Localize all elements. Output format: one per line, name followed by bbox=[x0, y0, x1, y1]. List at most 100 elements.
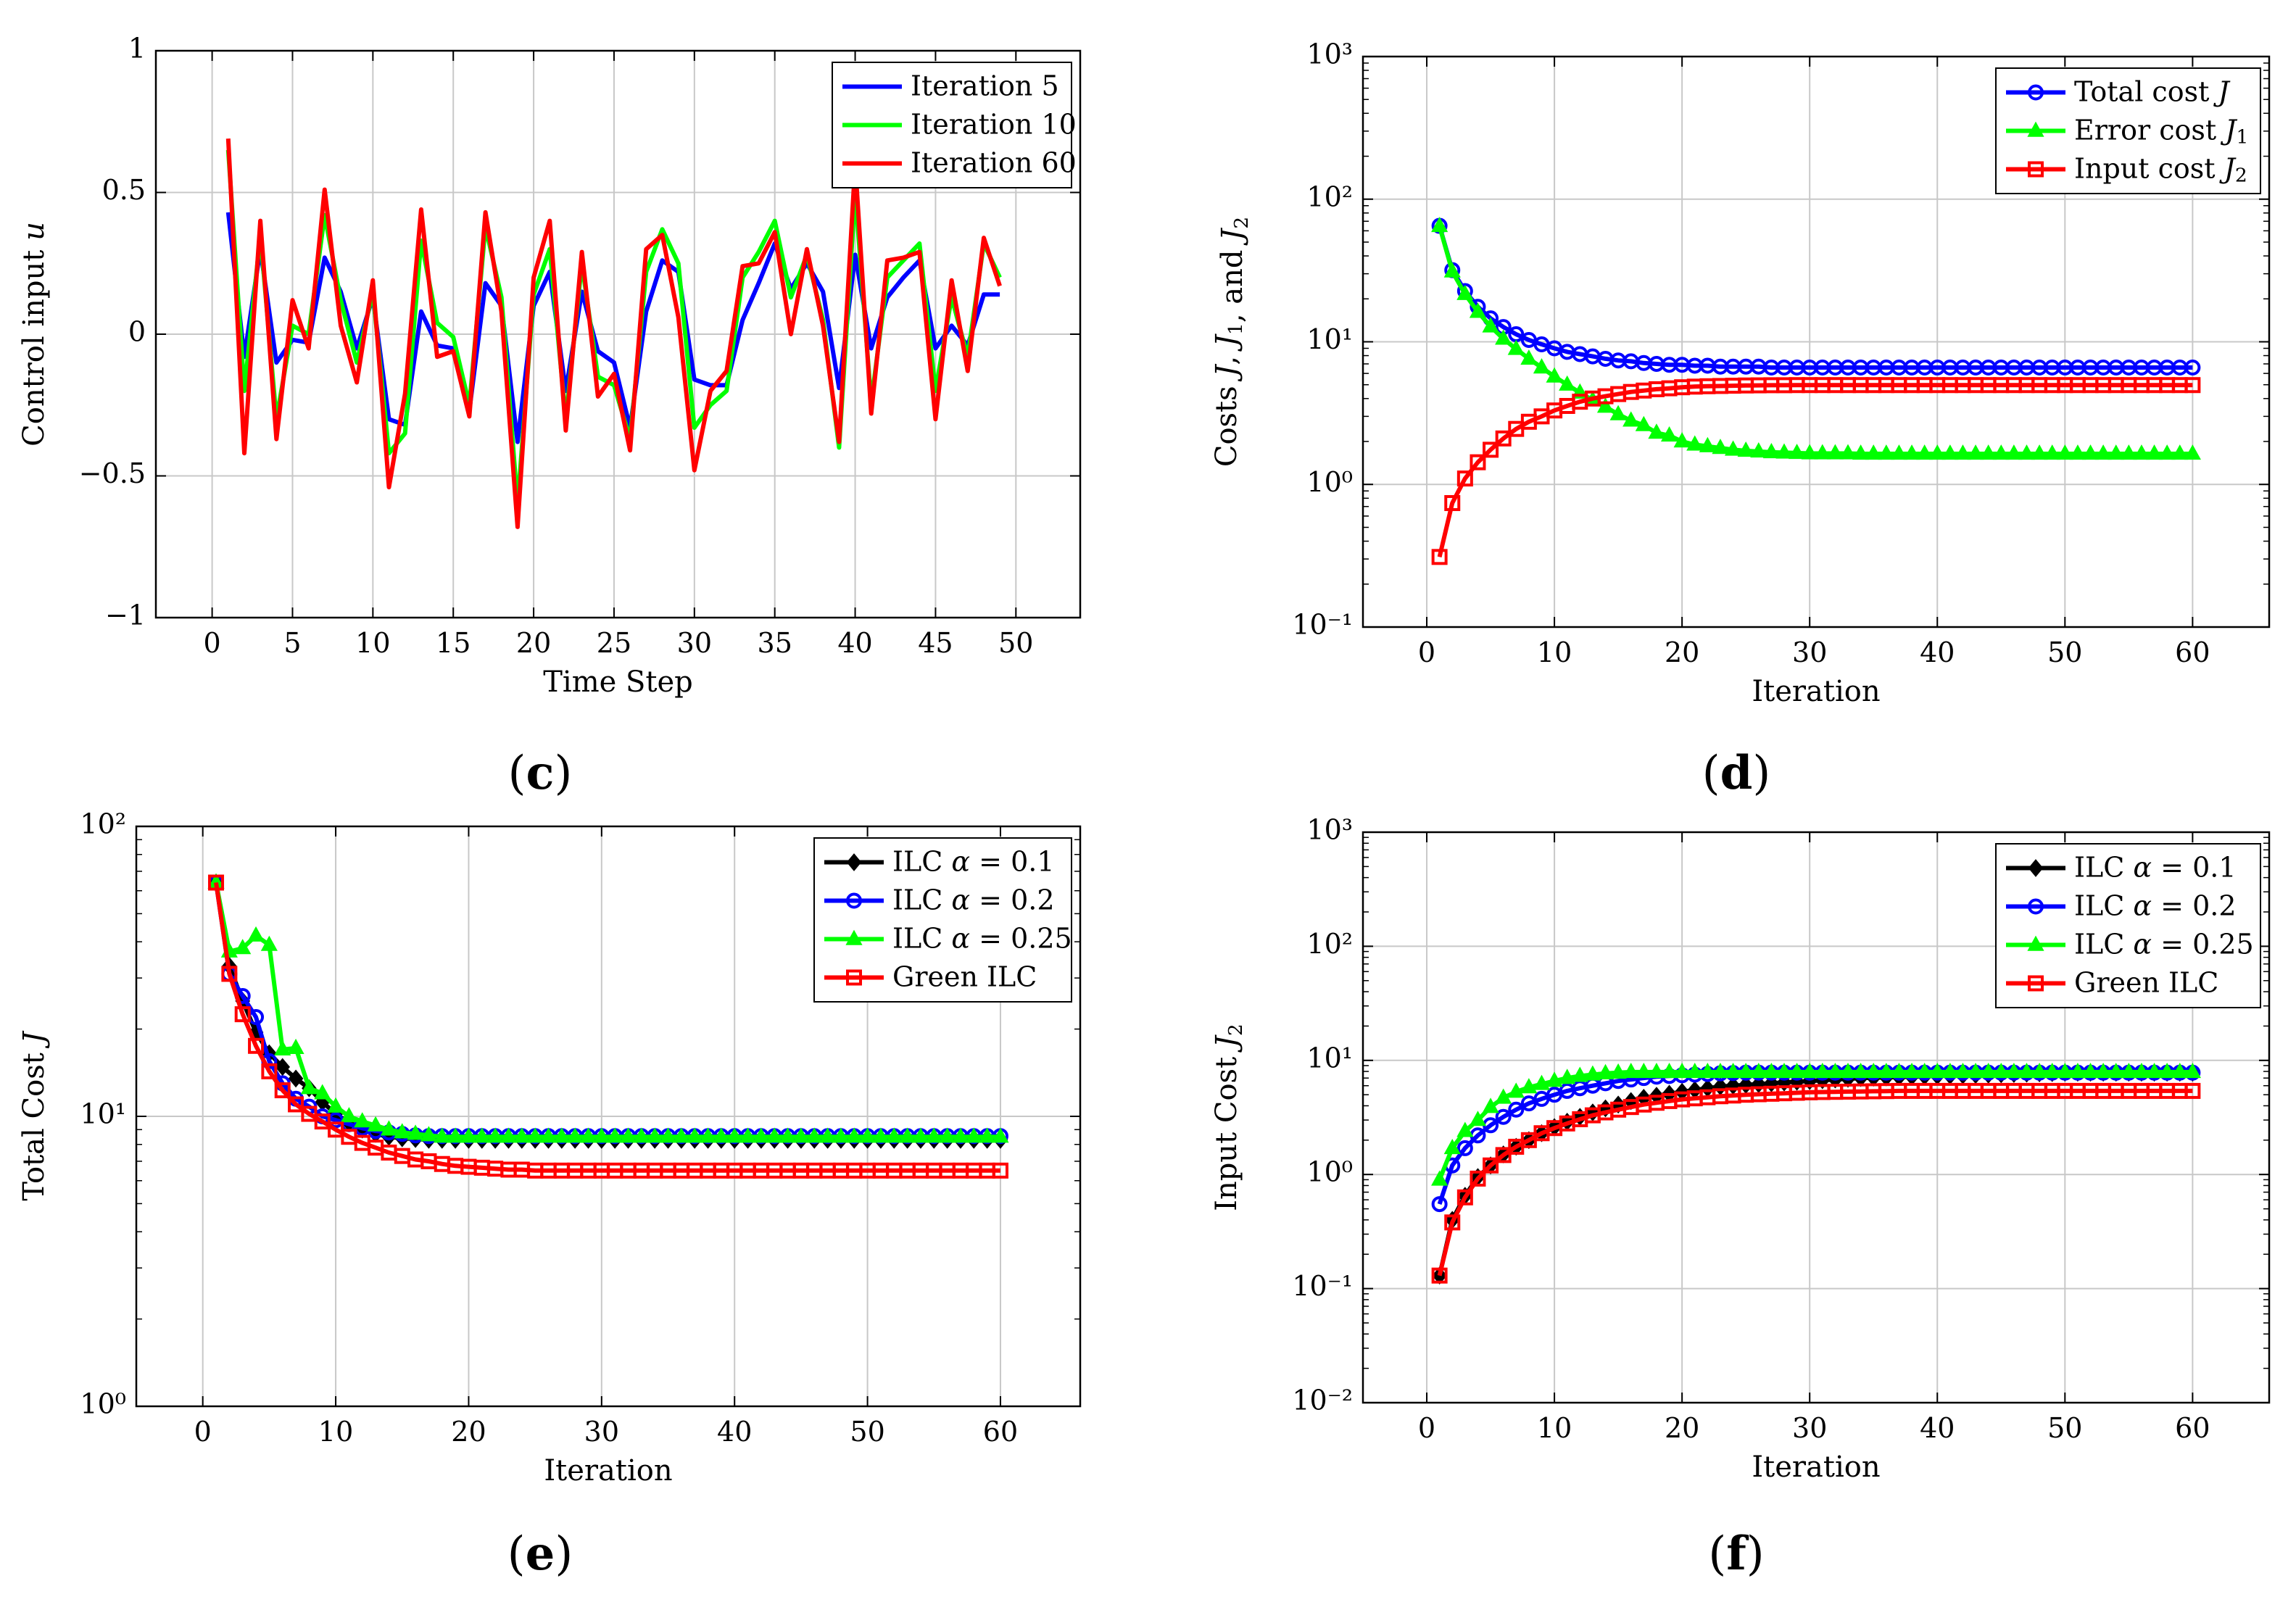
plot-frame bbox=[1362, 55, 2271, 628]
data-point bbox=[553, 1127, 571, 1143]
data-point bbox=[2184, 444, 2201, 460]
data-point bbox=[434, 1127, 451, 1143]
legend-label: ILC α = 0.1 bbox=[892, 845, 1055, 877]
data-point bbox=[380, 1120, 398, 1136]
series-line bbox=[225, 138, 1002, 529]
data-point bbox=[646, 1127, 663, 1143]
y-tick-label: −1 bbox=[105, 599, 146, 631]
x-tick-label: 60 bbox=[983, 1416, 1018, 1448]
data-point bbox=[420, 1126, 438, 1142]
data-point bbox=[872, 1127, 890, 1143]
series-line bbox=[1437, 1088, 2193, 1277]
data-point bbox=[805, 1127, 823, 1143]
data-point bbox=[1495, 430, 1512, 447]
data-point bbox=[500, 1127, 518, 1143]
data-point bbox=[1495, 1088, 1512, 1104]
data-point bbox=[2171, 1063, 2189, 1079]
x-tick-label: 30 bbox=[677, 627, 712, 659]
data-point bbox=[1470, 1170, 1486, 1187]
data-point bbox=[2027, 121, 2044, 137]
y-tick-label: 10¹ bbox=[1306, 1042, 1353, 1074]
data-point bbox=[1507, 339, 1525, 355]
y-tick-label: 10² bbox=[1306, 928, 1353, 960]
data-point bbox=[1508, 1101, 1525, 1118]
data-point bbox=[1762, 1063, 1780, 1079]
data-point bbox=[526, 1127, 544, 1143]
x-tick-label: 25 bbox=[597, 627, 631, 659]
data-point bbox=[1507, 1082, 1525, 1098]
data-point bbox=[1470, 454, 1486, 470]
data-point bbox=[1954, 444, 1972, 460]
data-point bbox=[1495, 1108, 1512, 1125]
data-point bbox=[1878, 1063, 1895, 1079]
data-point bbox=[1596, 397, 1615, 413]
data-point bbox=[846, 853, 862, 871]
y-tick-label: 10⁻¹ bbox=[1292, 609, 1353, 641]
y-tick-label: 1 bbox=[128, 33, 146, 65]
plot-frame bbox=[135, 825, 1082, 1408]
legend-label: Iteration 5 bbox=[911, 70, 1059, 101]
x-tick-label: 0 bbox=[204, 627, 221, 659]
data-point bbox=[288, 1069, 304, 1088]
data-point bbox=[1750, 442, 1767, 458]
data-point bbox=[952, 1127, 969, 1143]
data-point bbox=[1469, 1111, 1487, 1126]
data-point bbox=[1520, 1078, 1538, 1094]
data-point bbox=[633, 1127, 650, 1143]
data-point bbox=[274, 1040, 291, 1056]
data-point bbox=[1483, 1157, 1499, 1174]
data-point bbox=[818, 1127, 837, 1143]
data-point bbox=[1967, 444, 1984, 460]
data-point bbox=[247, 926, 265, 942]
data-point bbox=[2018, 444, 2036, 460]
data-point bbox=[1903, 444, 1920, 460]
data-point bbox=[2028, 161, 2044, 178]
data-point bbox=[1456, 1189, 1473, 1206]
data-point bbox=[274, 1082, 291, 1099]
data-point bbox=[2184, 1082, 2201, 1099]
data-point bbox=[539, 1127, 558, 1143]
data-point bbox=[1865, 1063, 1882, 1079]
data-point bbox=[1495, 1147, 1512, 1163]
data-point bbox=[1801, 444, 1818, 460]
data-point bbox=[1916, 444, 1934, 460]
data-point bbox=[1546, 367, 1563, 383]
x-tick-label: 10 bbox=[318, 1416, 353, 1448]
data-point bbox=[260, 935, 278, 951]
data-point bbox=[1954, 1063, 1972, 1079]
data-point bbox=[1789, 444, 1806, 460]
data-point bbox=[965, 1127, 982, 1143]
data-point bbox=[234, 939, 252, 955]
data-point bbox=[1890, 444, 1908, 460]
data-point bbox=[606, 1127, 623, 1143]
data-point bbox=[686, 1127, 703, 1143]
data-point bbox=[1826, 444, 1844, 460]
legend: Iteration 5 Iteration 10 Iteration 60 bbox=[832, 62, 1077, 188]
y-tick-label: 10³ bbox=[1306, 38, 1353, 70]
data-point bbox=[275, 1058, 291, 1076]
data-point bbox=[1456, 1121, 1474, 1137]
data-point bbox=[845, 929, 863, 945]
data-point bbox=[846, 969, 862, 986]
x-tick-label: 50 bbox=[2047, 636, 2082, 668]
chart-c: 0 5 10 15 20 25 30 35 40 45 50 −1 −0.5 0 0.5 1 Time Step… bbox=[17, 33, 1082, 800]
panel-label: (c) bbox=[508, 746, 573, 800]
data-point bbox=[726, 1127, 743, 1143]
y-tick-label: 0 bbox=[128, 316, 146, 348]
data-point bbox=[2028, 898, 2044, 915]
data-point bbox=[1762, 443, 1780, 459]
data-point bbox=[2028, 859, 2044, 877]
data-point bbox=[2056, 444, 2073, 460]
panel-label: (d) bbox=[1702, 746, 1771, 800]
data-point bbox=[1928, 444, 1946, 460]
data-point bbox=[1878, 444, 1895, 460]
y-axis-label: Control input u bbox=[17, 222, 51, 447]
data-point bbox=[2133, 1063, 2150, 1079]
x-axis-label: Iteration bbox=[1752, 675, 1880, 708]
data-point bbox=[1992, 444, 2010, 460]
data-point bbox=[2031, 1063, 2048, 1079]
data-point bbox=[2031, 444, 2048, 460]
legend: ILC α = 0.1 ILC α = 0.2 ILC α = 0.25 Green … bbox=[1995, 843, 2261, 1008]
panel-label: (e) bbox=[507, 1527, 573, 1581]
x-tick-label: 10 bbox=[1537, 636, 1572, 668]
